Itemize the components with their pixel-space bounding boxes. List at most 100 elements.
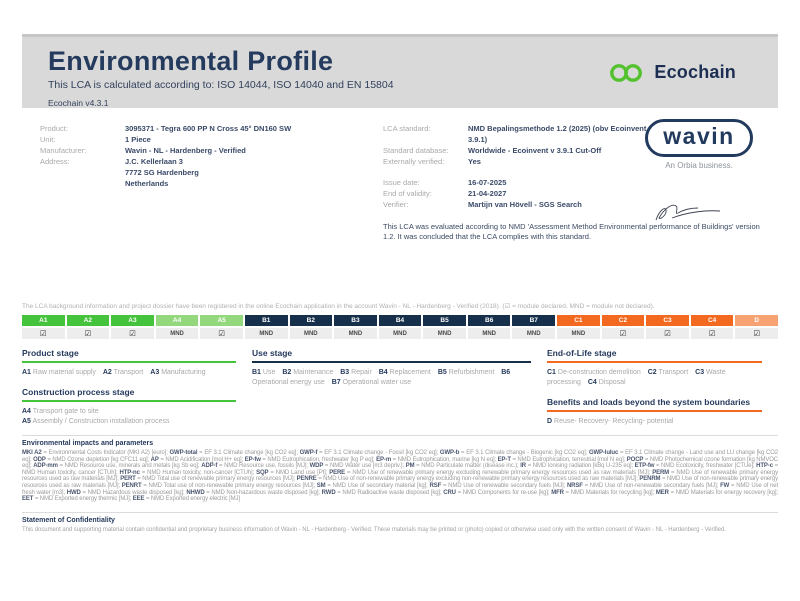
module-status-c1: MND — [557, 328, 600, 339]
parameters-section: Environmental impacts and parameters MKI… — [22, 435, 778, 503]
parameters-title: Environmental impacts and parameters — [22, 440, 154, 447]
info-value: 1 Piece — [125, 135, 151, 144]
param-def: GWP-f = EF 3.1 Climate change - Fossil [… — [299, 450, 440, 456]
module-header-d: D — [735, 315, 778, 326]
param-def: ADP-mm = NMD Resource use, minerals and … — [33, 463, 202, 470]
param-def: EET = NMD Exported energy thermic [MJ]; — [22, 496, 133, 503]
param-def: GWP-luluc = EF 3.1 Climate change - Land… — [22, 450, 778, 463]
stage-item-d: D Reuse- Recovery- Recycling- potential — [547, 418, 674, 425]
stage-item-c2: C2 Transport — [647, 369, 689, 376]
wavin-logo: wavin An Orbia business. — [624, 119, 774, 170]
module-header-c2: C2 — [601, 315, 645, 326]
param-def: MER = NMD Materials for energy recovery … — [655, 489, 778, 496]
module-header-b2: B2 — [289, 315, 333, 326]
confidentiality-title: Statement of Confidentiality — [22, 516, 115, 524]
param-def: PERM = NMD Use of renewable primary ener… — [22, 469, 778, 483]
info-label: Verifier: — [383, 200, 409, 209]
param-def: NRSF = NMD Use of non-renewable secondar… — [566, 482, 721, 489]
stage-col-use: Use stage B1 Use B2 Maintenance B3 Repai… — [252, 348, 547, 427]
environmental-profile-document: Environmental Profile This LCA is calcul… — [0, 34, 800, 601]
info-row: Externally verified: Yes — [383, 156, 760, 167]
stage-item-a1: A1 Raw material supply — [22, 369, 96, 376]
benefits-title: Benefits and loads beyond the system bou… — [547, 397, 762, 412]
ecochain-logo: Ecochain — [608, 62, 736, 84]
stage-item-a5: A5 Assembly / Construction installation … — [22, 418, 170, 425]
module-status-b7: MND — [512, 328, 556, 339]
module-status-a5: ☑ — [200, 328, 243, 339]
param-def: PENRT = NMD Total use of non-renewable p… — [121, 482, 317, 489]
module-header-c4: C4 — [690, 315, 734, 326]
param-def: MFR = NMD Materials for recycling [kg]; — [551, 489, 656, 496]
stage-item-b1: B1 Use — [252, 369, 276, 376]
construction-stage-items: A4 Transport gate to site A5 Assembly / … — [22, 407, 252, 427]
header-band: Environmental Profile This LCA is calcul… — [22, 34, 778, 108]
module-status-c3: ☑ — [646, 328, 689, 339]
wavin-logo-pill: wavin — [645, 119, 753, 157]
confidentiality-text: This document and supporting material co… — [22, 526, 726, 533]
info-row: Product: 3095371 - Tegra 600 PP N Cross 4… — [40, 123, 383, 134]
param-def: PENRM = NMD Use of non-renewable primary… — [22, 476, 778, 489]
info-row: Address: J.C. Kellerlaan 3 7772 SG Harden… — [40, 156, 383, 189]
lca-info: LCA standard: NMD Bepalingsmethode 1.2 (2… — [383, 123, 760, 241]
benefits-items: D Reuse- Recovery- Recycling- potential — [547, 417, 778, 427]
stage-item-b7: B7 Operational water use — [331, 379, 412, 386]
module-status-c2: ☑ — [601, 328, 645, 339]
param-def: GWP-b = EF 3.1 Climate change - Biogenic… — [439, 450, 589, 456]
info-value: 3095371 - Tegra 600 PP N Cross 45° DN160… — [125, 124, 292, 133]
parameters-definitions: MKI A2 = Environmental Costs Indicator (… — [22, 450, 778, 503]
module-header-a3: A3 — [111, 315, 154, 326]
module-status-b6: MND — [467, 328, 511, 339]
info-value: Wavin - NL - Hardenberg - Verified — [125, 146, 246, 155]
info-row: Manufacturer: Wavin - NL - Hardenberg - V… — [40, 145, 383, 156]
module-header-a2: A2 — [66, 315, 110, 326]
param-def: ODP = NMD Ozone depletion [kg CFC11 eq]; — [33, 456, 151, 463]
info-label: Address: — [40, 157, 70, 166]
verifier-signature — [655, 204, 721, 221]
evaluation-note: This LCA was evaluated according to NMD … — [383, 222, 760, 241]
info-value: Yes — [468, 157, 481, 166]
param-def: EEE = NMD Exported energy electric [MJ] — [132, 496, 240, 503]
info-value: Worldwide - Ecoinvent v 3.9.1 Cut-Off — [468, 146, 602, 155]
product-info: Product: 3095371 - Tegra 600 PP N Cross 4… — [22, 123, 383, 241]
stage-item-a3: A3 Manufacturing — [150, 369, 206, 376]
module-header-a5: A5 — [200, 315, 243, 326]
module-status-a4: MND — [155, 328, 199, 339]
use-stage-items: B1 Use B2 Maintenance B3 Repair B4 Repla… — [252, 368, 547, 388]
ecochain-wordmark: Ecochain — [654, 62, 736, 82]
stage-item-b6: B6 Operational energy use — [252, 369, 511, 386]
lca-standard-rows: LCA standard: NMD Bepalingsmethode 1.2 (2… — [383, 123, 760, 167]
param-def: ETP-fw = NMD Ecotoxicity, freshwater [CT… — [634, 463, 757, 470]
module-status-a1: ☑ — [22, 328, 65, 339]
module-declaration-table: A1 A2 A3 A4 A5 B1 B2 B3 B4 B5 B6 B7 C1 C2 C3 C4 D ☑ ☑ ☑ MND ☑… — [22, 315, 778, 339]
module-header-c3: C3 — [646, 315, 689, 326]
product-stage-items: A1 Raw material supply A2 Transport A3 M… — [22, 368, 252, 378]
module-header-a1: A1 — [22, 315, 65, 326]
param-def: SM = NMD Use of secondary material [kg]; — [316, 482, 430, 489]
construction-stage-title: Construction process stage — [22, 387, 236, 402]
param-def: HTP-nc = NMD Human toxicity, non-cancer … — [119, 469, 257, 476]
module-status-a3: ☑ — [111, 328, 154, 339]
info-label: Externally verified: — [383, 157, 445, 166]
param-def: CRU = NMD Components for re-use [kg]; — [443, 489, 552, 496]
module-status-d: ☑ — [735, 328, 778, 339]
info-row: Verifier: Martijn van Hövell - SGS Search — [383, 199, 760, 210]
param-def: FW = NMD Use of net fresh water [m3]; — [22, 482, 778, 496]
param-def: POCP = NMD Photochemical ozone formation… — [22, 456, 778, 470]
module-status-b1: MND — [244, 328, 288, 339]
info-label: Standard database: — [383, 146, 449, 155]
stage-item-a2: A2 Transport — [102, 369, 144, 376]
page-title: Environmental Profile — [48, 46, 334, 76]
module-header-a4: A4 — [155, 315, 199, 326]
info-label: LCA standard: — [383, 124, 431, 133]
stage-item-c4: C4 Disposal — [587, 379, 626, 386]
param-def: RWD = NMD Radioactive waste disposed [kg… — [321, 489, 444, 496]
info-label: Manufacturer: — [40, 146, 87, 155]
ecochain-version: Ecochain v4.3.1 — [48, 98, 109, 108]
stage-col-product: Product stage A1 Raw material supply A2 … — [22, 348, 252, 427]
module-status-b2: MND — [289, 328, 333, 339]
stage-item-c1: C1 De-construction demolition — [547, 369, 641, 376]
stage-item-a4: A4 Transport gate to site — [22, 408, 99, 415]
info-value: NMD Bepalingsmethode 1.2 (2025) (obv Eco… — [468, 124, 647, 144]
stage-item-b5: B5 Refurbishment — [437, 369, 495, 376]
stage-item-c3: C3 Waste processing — [547, 369, 726, 386]
